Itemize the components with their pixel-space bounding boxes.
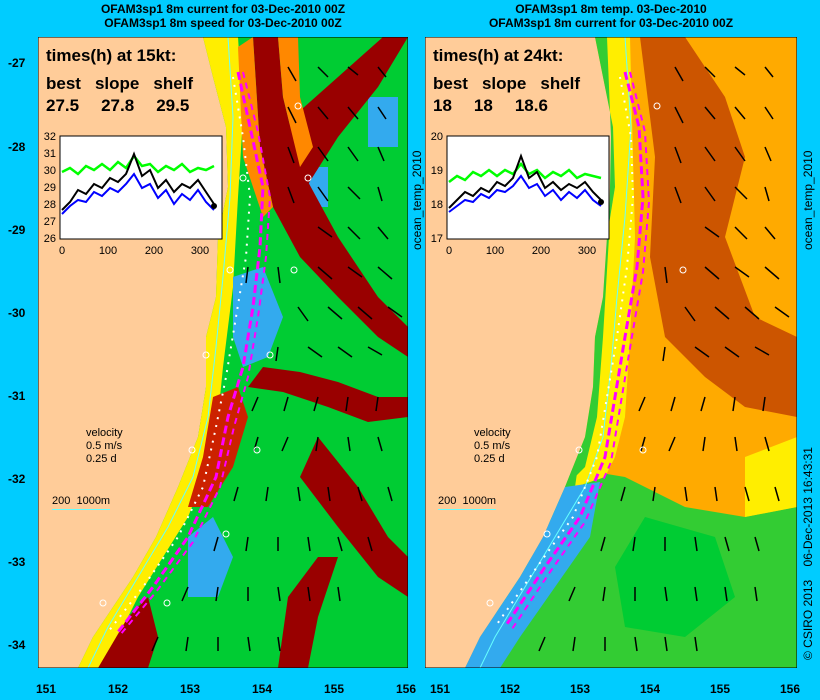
lat-tick-34: -34 — [8, 638, 26, 652]
right-inset-ytick-17: 17 — [431, 233, 443, 245]
left-col-shelf: shelf — [153, 74, 194, 93]
left-inset-xtick-100: 100 — [99, 245, 117, 257]
right-lon-151: 151 — [430, 682, 451, 696]
right-inset-chart: 20 19 18 17 0 100 200 300 — [431, 131, 610, 257]
left-velocity-label: velocity — [86, 427, 123, 439]
left-route-slope — [119, 71, 272, 636]
right-inset-ytick-19: 19 — [431, 165, 443, 177]
credit-label: © CSIRO 2013 06-Dec-2013 16:43:31 — [801, 447, 815, 660]
lat-tick-33: -33 — [8, 555, 26, 569]
right-velocity-days: 0.25 d — [474, 453, 505, 465]
right-inset-xtick-300: 300 — [578, 245, 596, 257]
right-velocity-speed: 0.5 m/s — [474, 440, 511, 452]
right-inset-xtick-200: 200 — [532, 245, 550, 257]
lat-tick-27: -27 — [8, 56, 26, 70]
right-velocity-legend: velocity 0.5 m/s 0.25 d — [474, 427, 511, 466]
left-inset-ytick-28: 28 — [44, 199, 56, 211]
right-route-best — [503, 71, 645, 628]
right-col-shelf: shelf — [540, 74, 581, 93]
left-velocity-arrows — [151, 66, 403, 652]
left-val-best: 27.5 — [46, 96, 80, 115]
left-velocity-days: 0.25 d — [86, 453, 117, 465]
left-lon-155: 155 — [324, 682, 345, 696]
right-side-label: ocean_temp_2010 — [801, 150, 815, 250]
left-inset-ytick-32: 32 — [44, 131, 56, 143]
left-lon-154: 154 — [252, 682, 273, 696]
right-val-shelf: 18.6 — [514, 96, 548, 115]
left-title-line1: OFAM3sp1 8m current for 03-Dec-2010 00Z — [100, 2, 346, 16]
right-inset-black-series — [448, 153, 602, 209]
lat-tick-30: -30 — [8, 306, 26, 320]
left-inset-ytick-26: 26 — [44, 233, 56, 245]
right-inset-ytick-18: 18 — [431, 199, 443, 211]
right-times-table: best slope shelf 18 18 18.6 — [433, 74, 580, 116]
lat-tick-29: -29 — [8, 223, 26, 237]
right-inset-ytick-20: 20 — [431, 131, 443, 143]
left-times-table: best slope shelf 27.5 27.8 29.5 — [46, 74, 193, 116]
left-inset-ytick-29: 29 — [44, 182, 56, 194]
left-velocity-speed: 0.5 m/s — [86, 440, 123, 452]
left-title: OFAM3sp1 8m current for 03-Dec-2010 00Z … — [38, 2, 408, 30]
left-inset-green-series — [61, 153, 215, 176]
left-lon-153: 153 — [180, 682, 201, 696]
right-title-line1: OFAM3sp1 8m temp. 03-Dec-2010 — [515, 2, 707, 16]
left-val-shelf: 29.5 — [156, 96, 190, 115]
right-lon-156: 156 — [780, 682, 801, 696]
left-velocity-legend: velocity 0.5 m/s 0.25 d — [86, 427, 123, 466]
right-lon-153: 153 — [570, 682, 591, 696]
left-title-line2: OFAM3sp1 8m speed for 03-Dec-2010 00Z — [104, 16, 342, 30]
right-inset-blue-series — [448, 174, 602, 213]
right-velocity-arrows — [538, 66, 790, 652]
right-inset-xtick-0: 0 — [446, 245, 452, 257]
right-lon-154: 154 — [640, 682, 661, 696]
right-lon-152: 152 — [500, 682, 521, 696]
left-inset-blue-series — [61, 172, 215, 215]
left-val-slope: 27.8 — [101, 96, 135, 115]
left-inset-ytick-31: 31 — [44, 148, 56, 160]
left-inset-ytick-30: 30 — [44, 165, 56, 177]
left-inset-xtick-200: 200 — [145, 245, 163, 257]
left-lon-151: 151 — [36, 682, 57, 696]
right-depth-legend: 200 1000m — [438, 495, 497, 510]
lat-tick-31: -31 — [8, 389, 26, 403]
left-times-header: times(h) at 15kt: — [46, 46, 177, 65]
right-title: OFAM3sp1 8m temp. 03-Dec-2010 OFAM3sp1 8… — [425, 2, 797, 30]
right-lon-155: 155 — [710, 682, 731, 696]
right-inset-xtick-100: 100 — [486, 245, 504, 257]
left-lon-156: 156 — [396, 682, 417, 696]
left-inset-black-series — [61, 151, 215, 211]
right-velocity-label: velocity — [474, 427, 511, 439]
right-title-line2: OFAM3sp1 8m current for 03-Dec-2010 00Z — [488, 16, 734, 30]
left-depth-legend: 200 1000m — [52, 495, 111, 510]
left-route-best — [116, 71, 265, 633]
lat-tick-32: -32 — [8, 472, 26, 486]
right-temp-core — [640, 37, 797, 417]
right-val-best: 18 — [433, 96, 452, 115]
right-col-slope: slope — [481, 74, 527, 93]
left-col-best: best — [46, 74, 81, 93]
left-inset-xtick-0: 0 — [59, 245, 65, 257]
left-inset-xtick-300: 300 — [191, 245, 209, 257]
right-val-slope: 18 — [473, 96, 493, 115]
lat-tick-28: -28 — [8, 140, 26, 154]
left-col-slope: slope — [94, 74, 140, 93]
right-col-best: best — [433, 74, 468, 93]
left-map-panel — [38, 37, 408, 668]
right-times-header: times(h) at 24kt: — [433, 46, 564, 65]
left-lon-152: 152 — [108, 682, 129, 696]
left-speed-core — [253, 37, 408, 357]
left-inset-chart: 32 31 30 29 28 27 26 0 100 200 300 — [44, 131, 223, 257]
left-inset-ytick-27: 27 — [44, 216, 56, 228]
